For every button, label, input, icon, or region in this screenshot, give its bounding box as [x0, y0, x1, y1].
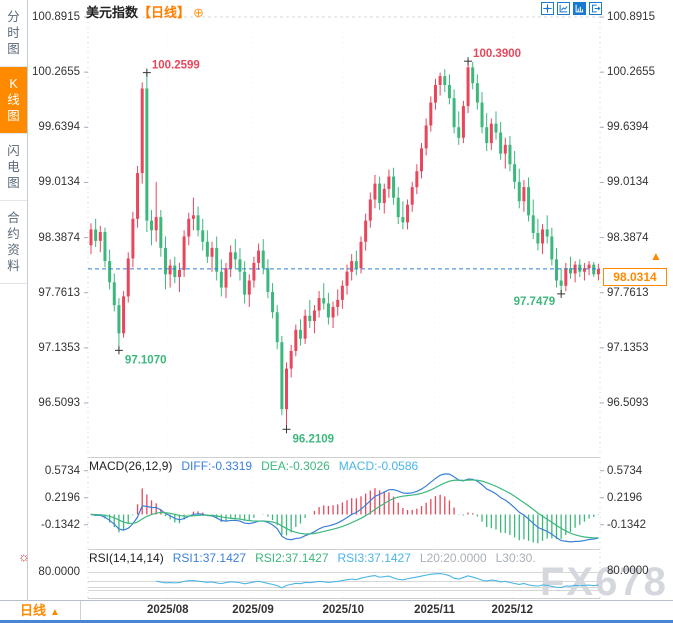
bar-scale-icon[interactable]: [573, 2, 586, 15]
date-tick-3: 2025/11: [414, 604, 455, 616]
current-price-box: 98.0314: [603, 268, 667, 286]
price-tick-right-5: 97.7613: [607, 286, 649, 299]
price-tick-left-6: 97.1353: [38, 341, 80, 354]
rsi2-value: RSI2:37.1427: [255, 551, 329, 565]
macd-tick-right-2: -0.1342: [607, 518, 647, 531]
rsi-title: RSI(14,14,14): [89, 551, 164, 565]
chart-toolbar: [541, 2, 602, 15]
sidebar-tab-0[interactable]: 分时图: [0, 0, 27, 67]
sidebar-tab-2[interactable]: 闪电图: [0, 134, 27, 201]
rsi-l30-value: L30:30.: [495, 551, 536, 565]
symbol-title: 美元指数: [86, 5, 139, 20]
rsi1-value: RSI1:37.1427: [172, 551, 247, 565]
svg-text:96.2109: 96.2109: [293, 433, 335, 445]
current-price-value: 98.0314: [613, 270, 657, 284]
period-arrow-icon: ▲: [50, 607, 60, 618]
line-scale-icon[interactable]: [557, 2, 570, 15]
macd-panel: [90, 473, 600, 544]
exit-icon[interactable]: [589, 2, 602, 15]
price-tick-right-4: 98.3874: [607, 231, 649, 244]
candles: [89, 61, 600, 430]
macd-dea-value: DEA:-0.3026: [261, 459, 330, 473]
rsi-indicator-header: RSI(14,14,14) RSI1:37.1427 RSI2:37.1427 RSI…: [89, 551, 601, 565]
price-tick-left-7: 96.5093: [38, 397, 80, 409]
window-bottom-border: [0, 620, 673, 623]
svg-text:97.1070: 97.1070: [125, 354, 167, 366]
grid: [84, 16, 604, 605]
macd-title: MACD(26,12,9): [89, 459, 173, 473]
chart-title-bar: 美元指数【日线】 ⊕: [86, 2, 204, 21]
price-tick-left-0: 100.8915: [32, 11, 80, 23]
rsi-axis-right-label: 80.0000: [607, 565, 649, 577]
svg-text:100.2599: 100.2599: [152, 60, 200, 72]
sidebar-tab-3[interactable]: 合约资料: [0, 201, 27, 284]
rsi3-value: RSI3:37.1427: [337, 551, 411, 565]
period-selector[interactable]: 日线 ▲: [0, 601, 81, 621]
period-label: 日线: [20, 603, 47, 618]
macd-diff-value: DIFF:-0.3319: [181, 459, 253, 473]
date-tick-2: 2025/10: [322, 604, 365, 616]
price-tick-left-4: 98.3874: [38, 231, 80, 244]
price-tick-right-1: 100.2655: [607, 66, 655, 79]
date-tick-1: 2025/09: [232, 604, 274, 616]
date-tick-0: 2025/08: [147, 604, 189, 616]
macd-tick-right-0: 0.5734: [607, 464, 643, 477]
price-tick-right-2: 99.6394: [607, 121, 649, 134]
rsi-panel: [156, 572, 599, 589]
price-tick-right-0: 100.8915: [607, 11, 655, 23]
move-icon[interactable]: [541, 2, 554, 15]
price-tick-right-3: 99.0134: [607, 176, 649, 189]
period-tag: 【日线】: [138, 5, 191, 20]
price-tick-right-6: 97.1353: [607, 341, 649, 354]
macd-tick-left-2: -0.1342: [40, 518, 80, 531]
time-axis-bar: 日线 ▲ 2025/08 2025/09 2025/10 2025/11 2025/12: [0, 600, 673, 621]
rsi-l20-value: L20:20.0000: [419, 551, 487, 565]
indicator-settings-icon[interactable]: ☼: [18, 549, 30, 564]
date-tick-4: 2025/12: [491, 604, 534, 616]
price-annotations: 100.2599 100.3900 97.1070 96.2109 97.7479: [114, 48, 566, 445]
price-tick-right-7: 96.5093: [607, 397, 649, 409]
price-tick-left-1: 100.2655: [32, 66, 80, 79]
rsi-axis-left-label: 80.0000: [38, 566, 80, 578]
add-indicator-icon[interactable]: ⊕: [193, 5, 204, 20]
svg-text:100.3900: 100.3900: [473, 48, 521, 60]
price-tick-left-2: 99.6394: [38, 121, 80, 134]
macd-macd-value: MACD:-0.0586: [338, 459, 419, 473]
price-tick-left-3: 99.0134: [38, 176, 80, 189]
macd-indicator-header: MACD(26,12,9) DIFF:-0.3319 DEA:-0.3026 MACD…: [89, 459, 427, 473]
svg-text:97.7479: 97.7479: [514, 296, 556, 308]
macd-tick-left-1: 0.2196: [44, 491, 80, 504]
macd-tick-right-1: 0.2196: [607, 491, 643, 504]
price-marker-arrow-icon: ▲: [650, 249, 662, 263]
macd-tick-left-0: 0.5734: [44, 464, 80, 477]
price-tick-left-5: 97.7613: [38, 286, 80, 299]
